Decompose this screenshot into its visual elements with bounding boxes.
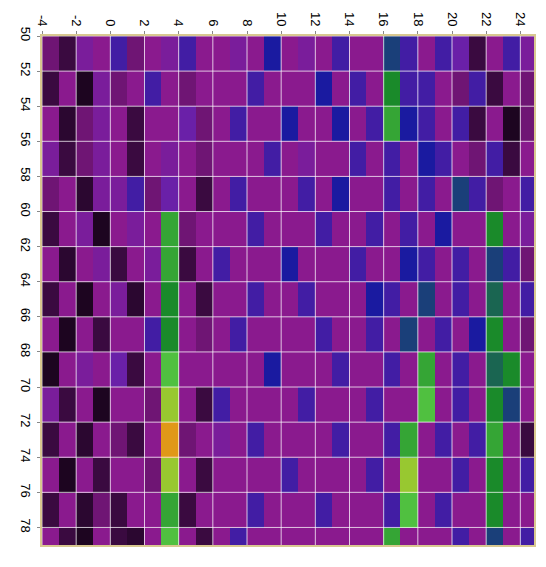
svg-text:20: 20	[445, 12, 460, 26]
svg-text:64: 64	[18, 273, 33, 287]
svg-text:60: 60	[18, 202, 33, 216]
svg-text:76: 76	[18, 483, 33, 497]
svg-text:22: 22	[479, 12, 494, 26]
svg-text:-2: -2	[69, 15, 84, 27]
svg-text:24: 24	[513, 12, 528, 26]
svg-text:12: 12	[308, 12, 323, 26]
svg-text:52: 52	[18, 62, 33, 76]
svg-text:50: 50	[18, 27, 33, 41]
svg-text:6: 6	[206, 19, 221, 26]
svg-text:70: 70	[18, 378, 33, 392]
svg-text:2: 2	[137, 19, 152, 26]
svg-text:68: 68	[18, 343, 33, 357]
svg-text:62: 62	[18, 237, 33, 251]
svg-text:4: 4	[171, 19, 186, 26]
svg-text:16: 16	[376, 12, 391, 26]
svg-text:14: 14	[342, 12, 357, 26]
svg-text:8: 8	[240, 19, 255, 26]
svg-text:58: 58	[18, 167, 33, 181]
svg-text:56: 56	[18, 132, 33, 146]
svg-text:0: 0	[103, 19, 118, 26]
svg-text:72: 72	[18, 413, 33, 427]
svg-text:18: 18	[411, 12, 426, 26]
svg-text:78: 78	[18, 518, 33, 532]
svg-text:54: 54	[18, 97, 33, 111]
svg-text:10: 10	[274, 12, 289, 26]
svg-text:-4: -4	[35, 15, 50, 27]
svg-text:66: 66	[18, 308, 33, 322]
svg-text:74: 74	[18, 448, 33, 462]
